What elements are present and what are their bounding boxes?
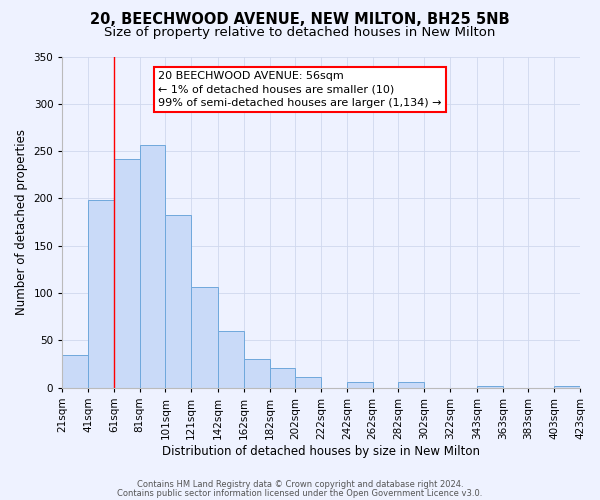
Text: 20 BEECHWOOD AVENUE: 56sqm
← 1% of detached houses are smaller (10)
99% of semi-: 20 BEECHWOOD AVENUE: 56sqm ← 1% of detac… bbox=[158, 72, 442, 108]
Text: 20, BEECHWOOD AVENUE, NEW MILTON, BH25 5NB: 20, BEECHWOOD AVENUE, NEW MILTON, BH25 5… bbox=[90, 12, 510, 28]
Bar bbox=[398, 382, 424, 388]
Bar bbox=[140, 144, 166, 388]
Bar bbox=[166, 214, 191, 388]
Text: Size of property relative to detached houses in New Milton: Size of property relative to detached ho… bbox=[104, 26, 496, 39]
Bar bbox=[88, 200, 114, 388]
Bar bbox=[347, 382, 373, 388]
Text: Contains public sector information licensed under the Open Government Licence v3: Contains public sector information licen… bbox=[118, 489, 482, 498]
Bar bbox=[477, 386, 503, 388]
Y-axis label: Number of detached properties: Number of detached properties bbox=[15, 129, 28, 315]
Bar bbox=[62, 354, 88, 388]
Bar bbox=[554, 386, 580, 388]
Bar bbox=[191, 288, 218, 388]
Bar bbox=[295, 378, 321, 388]
Bar bbox=[269, 368, 295, 388]
Text: Contains HM Land Registry data © Crown copyright and database right 2024.: Contains HM Land Registry data © Crown c… bbox=[137, 480, 463, 489]
Bar bbox=[244, 360, 269, 388]
Bar bbox=[114, 158, 140, 388]
X-axis label: Distribution of detached houses by size in New Milton: Distribution of detached houses by size … bbox=[162, 444, 480, 458]
Bar bbox=[218, 331, 244, 388]
